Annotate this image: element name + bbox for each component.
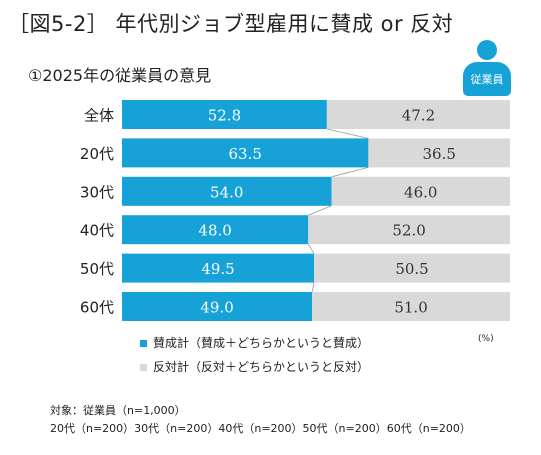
data-label-pro: 54.0: [210, 183, 243, 201]
bar-con: [312, 292, 510, 321]
bar-pro: [122, 292, 313, 321]
connector-line: [311, 282, 315, 293]
bar-con: [368, 138, 510, 168]
data-label-pro: 52.8: [208, 107, 241, 125]
category-label: 20代: [80, 145, 114, 163]
data-label-con: 51.0: [394, 299, 427, 317]
legend-label-pro: 賛成計（賛成＋どちらかというと賛成）: [153, 336, 370, 350]
legend-swatch-pro: [140, 340, 147, 347]
employee-badge-label: 従業員: [463, 62, 511, 96]
data-label-pro: 63.5: [228, 145, 261, 163]
data-label-pro: 49.5: [201, 260, 234, 278]
legend-item-pro: 賛成計（賛成＋どちらかというと賛成）: [140, 334, 369, 351]
person-icon: [477, 40, 497, 60]
data-label-con: 50.5: [395, 260, 428, 278]
bar-con: [308, 215, 510, 245]
data-label-con: 47.2: [402, 107, 435, 125]
connector-line: [326, 128, 369, 139]
unit-label: (%): [478, 334, 494, 344]
data-label-pro: 49.0: [200, 299, 233, 317]
category-label: 50代: [80, 260, 114, 278]
bar-con: [326, 100, 510, 129]
chart-title: ［図5-2］ 年代別ジョブ型雇用に賛成 or 反対: [8, 12, 454, 36]
data-label-con: 52.0: [392, 222, 425, 240]
data-label-con: 46.0: [404, 183, 437, 201]
legend-label-con: 反対計（反対＋どちらかというと反対）: [153, 360, 370, 374]
category-label: 全体: [84, 107, 114, 125]
data-label-pro: 48.0: [198, 222, 231, 240]
chart-subtitle: ①2025年の従業員の意見: [28, 66, 212, 85]
bar-pro: [122, 215, 309, 245]
connector-line: [308, 205, 332, 216]
bar-pro: [122, 100, 327, 129]
bar-con: [331, 176, 510, 206]
legend-item-con: 反対計（反対＋どちらかというと反対）: [140, 358, 369, 375]
category-label: 30代: [80, 183, 114, 201]
connector-line: [307, 243, 315, 254]
data-label-con: 36.5: [422, 145, 455, 163]
legend-swatch-con: [140, 364, 147, 371]
sample-breakdown-note: 20代（n=200）30代（n=200）40代（n=200）50代（n=200）…: [50, 422, 471, 435]
category-label: 40代: [80, 222, 114, 240]
bar-pro: [122, 253, 315, 283]
stacked-bar-chart: 全体 52.8 47.2 20代 63.5 36.5 30代 54.0 46.0 40代 48.0 5…: [80, 100, 510, 321]
category-label: 60代: [80, 299, 114, 317]
employee-badge: 従業員: [459, 40, 515, 100]
bar-con: [314, 253, 510, 283]
bar-pro: [122, 176, 332, 206]
connector-line: [331, 167, 369, 178]
bar-pro: [122, 138, 369, 168]
sample-note: 対象：従業員（n=1,000）: [50, 404, 186, 417]
